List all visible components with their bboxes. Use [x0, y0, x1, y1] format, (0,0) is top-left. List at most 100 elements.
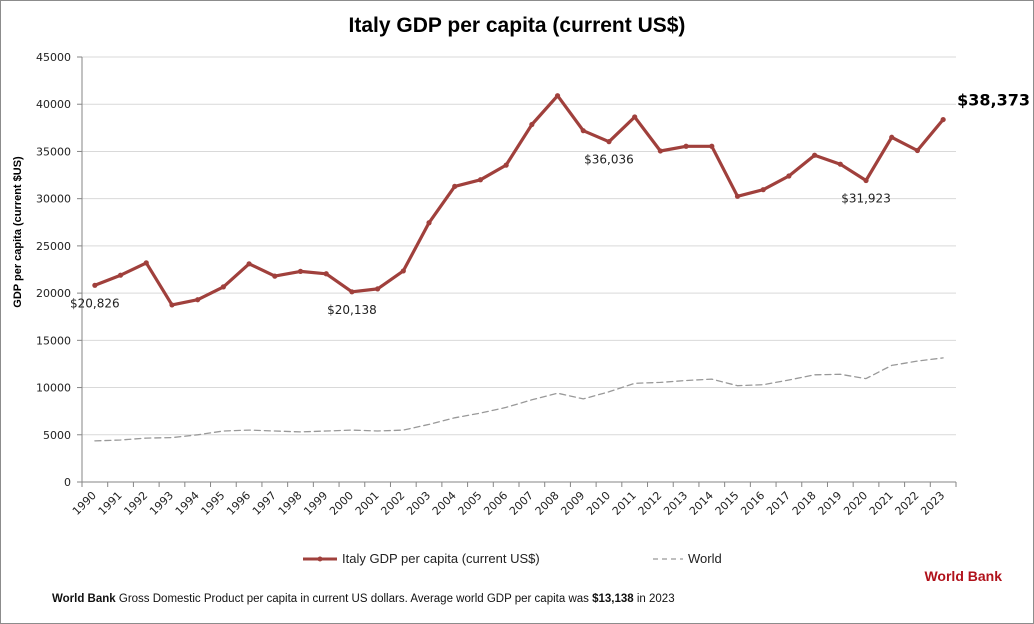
data-point-italy [760, 187, 766, 193]
data-point-italy [92, 282, 98, 288]
legend-item-italy[interactable]: Italy GDP per capita (current US$) [302, 551, 540, 566]
y-tick-label: 5000 [43, 429, 71, 442]
data-point-italy [632, 114, 638, 120]
x-tick-label: 2018 [790, 489, 819, 518]
data-point-italy [477, 177, 484, 183]
data-point-italy [786, 173, 792, 179]
x-tick-label: 1996 [224, 489, 253, 518]
legend-label-world: World [688, 551, 722, 566]
data-label: $20,138 [327, 303, 377, 317]
data-point-italy [272, 273, 278, 279]
data-point-italy [246, 261, 252, 267]
x-tick-label: 2000 [327, 489, 356, 518]
data-point-italy [169, 302, 175, 308]
x-tick-label: 1997 [250, 489, 279, 518]
x-tick-label: 2013 [661, 489, 690, 518]
y-tick-label: 0 [64, 476, 71, 489]
x-tick-label: 2021 [867, 489, 896, 518]
x-tick-label: 2001 [353, 489, 382, 518]
data-label-latest: $38,373 [957, 91, 1030, 110]
x-tick-label: 2004 [430, 489, 459, 518]
x-tick-label: 2005 [456, 489, 485, 518]
footnote: World Bank Gross Domestic Product per ca… [52, 593, 675, 605]
data-point-italy [657, 148, 663, 154]
y-axis-ticks: 0 5000 10000 15000 20000 25000 30000 35000 40000… [36, 51, 82, 489]
data-point-italy [220, 284, 226, 290]
legend-swatch-world [653, 557, 683, 560]
x-tick-label: 2009 [558, 489, 587, 518]
data-point-italy [914, 147, 921, 154]
data-point-italy [889, 134, 895, 140]
data-point-italy [452, 183, 458, 189]
data-point-italy [375, 286, 381, 292]
data-point-italy [503, 162, 509, 168]
data-point-italy [323, 271, 329, 277]
x-tick-label: 1990 [70, 489, 99, 518]
y-tick-label: 40000 [36, 98, 71, 111]
x-tick-label: 2008 [533, 489, 562, 518]
data-point-italy [554, 93, 561, 99]
x-tick-label: 1993 [147, 489, 176, 518]
data-point-italy [297, 268, 304, 274]
x-tick-label: 2010 [584, 489, 613, 518]
x-tick-label: 2023 [918, 489, 947, 518]
x-tick-label: 1999 [301, 489, 330, 518]
series-line-world [94, 357, 944, 442]
x-tick-label: 2019 [815, 489, 844, 518]
data-label: $20,826 [70, 296, 120, 310]
legend-swatch-italy [303, 556, 337, 561]
x-tick-label: 2017 [764, 489, 793, 518]
footnote-source: World Bank [52, 593, 116, 605]
data-point-italy [349, 289, 355, 295]
y-tick-label: 15000 [36, 334, 71, 347]
y-tick-label: 25000 [36, 240, 71, 253]
x-tick-label: 2011 [610, 489, 639, 518]
data-point-italy [426, 220, 432, 226]
data-labels: $20,826 $20,138 $36,036 $31,923 $38,373 [70, 91, 1030, 317]
x-tick-label: 2015 [713, 489, 742, 518]
gridlines [82, 56, 956, 436]
data-point-italy [940, 116, 946, 123]
legend-item-world[interactable]: World [652, 551, 722, 566]
x-tick-label: 2007 [507, 489, 536, 518]
x-tick-label: 2014 [687, 489, 716, 518]
x-tick-label: 1995 [199, 489, 228, 518]
y-tick-label: 20000 [36, 287, 71, 300]
data-point-italy [529, 121, 535, 128]
data-point-italy [195, 297, 201, 303]
brand-label: World Bank [924, 568, 1002, 584]
data-point-italy [117, 272, 124, 278]
legend: Italy GDP per capita (current US$) World [0, 551, 1034, 571]
x-axis-ticks: 1990199119921993199419951996199719981999… [70, 482, 957, 518]
y-tick-label: 35000 [36, 145, 71, 158]
x-tick-label: 1992 [121, 489, 150, 518]
axes [81, 57, 956, 483]
data-point-italy [606, 139, 612, 145]
data-point-italy [863, 177, 869, 184]
x-tick-label: 2016 [738, 489, 767, 518]
data-point-italy [709, 143, 715, 149]
footnote-text: Gross Domestic Product per capita in cur… [118, 593, 593, 605]
x-tick-label: 2022 [893, 489, 922, 518]
data-point-italy [812, 152, 818, 158]
chart-title: Italy GDP per capita (current US$) [348, 14, 686, 37]
y-tick-label: 10000 [36, 382, 71, 395]
x-tick-label: 1994 [173, 489, 202, 518]
x-tick-label: 2012 [636, 489, 665, 518]
series-group [92, 93, 946, 442]
y-tick-label: 30000 [36, 193, 71, 206]
x-tick-label: 1991 [96, 489, 125, 518]
data-point-italy [683, 143, 689, 149]
data-point-italy [580, 128, 586, 134]
x-tick-label: 2003 [404, 489, 433, 518]
data-point-italy [837, 161, 843, 167]
footnote-suffix: in 2023 [633, 593, 675, 605]
data-point-italy [143, 260, 149, 266]
x-tick-label: 1998 [276, 489, 305, 518]
x-tick-label: 2020 [841, 489, 870, 518]
series-line-italy [93, 94, 945, 307]
footnote-value: $13,138 [592, 593, 634, 605]
data-point-italy [734, 193, 741, 199]
x-tick-label: 2006 [481, 489, 510, 518]
